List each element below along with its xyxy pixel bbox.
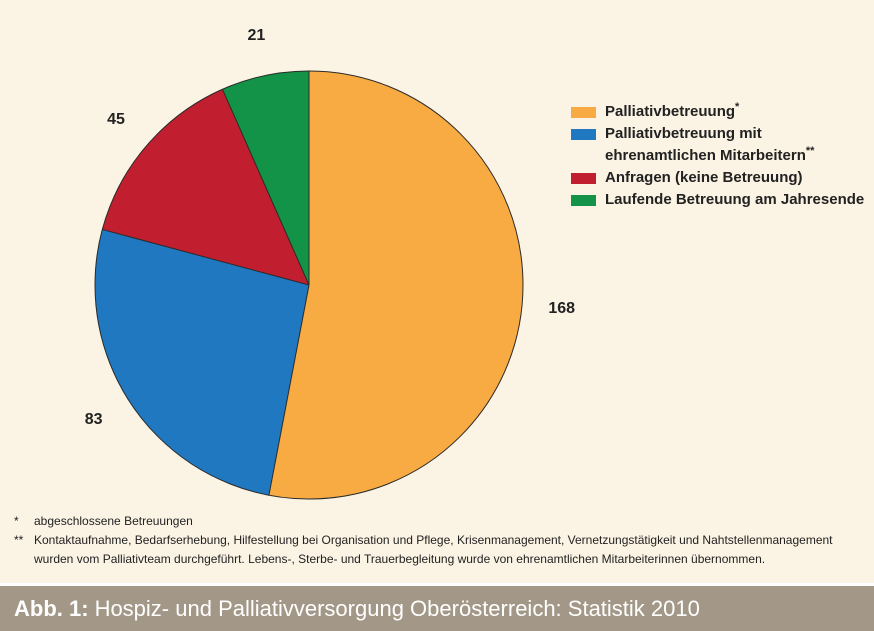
- legend-swatch: [571, 129, 596, 140]
- legend: Palliativbetreuung* Palliativbetreuung mi…: [571, 101, 871, 211]
- caption-text: Hospiz- und Palliativversorgung Oberöste…: [94, 595, 700, 621]
- footnote-mark: *: [735, 101, 740, 113]
- slice-value-label: 168: [548, 299, 576, 317]
- footnote-text: abgeschlossene Betreuungen: [34, 514, 193, 528]
- pie-chart: 168 83 45 21: [84, 27, 576, 500]
- footnote-mark: **: [14, 533, 24, 547]
- pie-slice-palliativbetreuung: [268, 71, 524, 499]
- slice-divider: [222, 89, 310, 286]
- legend-item-palliativbetreuung: Palliativbetreuung*: [571, 101, 871, 123]
- caption-prefix: Abb. 1:: [14, 595, 89, 621]
- footnote-2: ** Kontaktaufnahme, Bedarfserhebung, Hil…: [14, 531, 864, 569]
- slice-value-label: 45: [107, 110, 125, 128]
- footnote-text: Kontaktaufnahme, Bedarfserhebung, Hilfes…: [34, 533, 833, 566]
- slice-divider: [268, 284, 310, 496]
- legend-label: Laufende Betreuung am Jahresende: [605, 191, 865, 208]
- legend-label: Palliativbetreuung mit ehrenamtlichen Mi…: [605, 125, 815, 164]
- footnotes: * abgeschlossene Betreuungen ** Kontakta…: [14, 512, 864, 569]
- pie-slice-anfragen: [102, 89, 310, 285]
- legend-label: Anfragen (keine Betreuung): [605, 169, 803, 186]
- footnote-mark: **: [805, 145, 815, 157]
- figure-caption-bar: Abb. 1: Hospiz- und Palliativversorgung …: [0, 583, 874, 631]
- legend-label: Palliativbetreuung*: [605, 101, 740, 121]
- slice-divider: [102, 228, 310, 286]
- legend-swatch: [571, 107, 596, 118]
- pie-chart-svg: [94, 70, 524, 500]
- legend-item-laufende-betreuung: Laufende Betreuung am Jahresende: [571, 189, 871, 211]
- legend-item-anfragen: Anfragen (keine Betreuung): [571, 167, 871, 189]
- legend-item-ehrenamtliche-mitarbeiter: Palliativbetreuung mit ehrenamtlichen Mi…: [571, 123, 871, 167]
- legend-swatch: [571, 195, 596, 206]
- footnote-1: * abgeschlossene Betreuungen: [14, 512, 864, 531]
- pie-slice-laufende-betreuung: [222, 71, 309, 285]
- slice-value-label: 21: [247, 27, 266, 45]
- slice-value-label: 83: [84, 410, 103, 428]
- pie-slice-ehrenamtliche-mitarbeiter: [94, 229, 309, 496]
- footnote-mark: *: [14, 514, 19, 528]
- pie-outline: [94, 70, 524, 500]
- legend-swatch: [571, 173, 596, 184]
